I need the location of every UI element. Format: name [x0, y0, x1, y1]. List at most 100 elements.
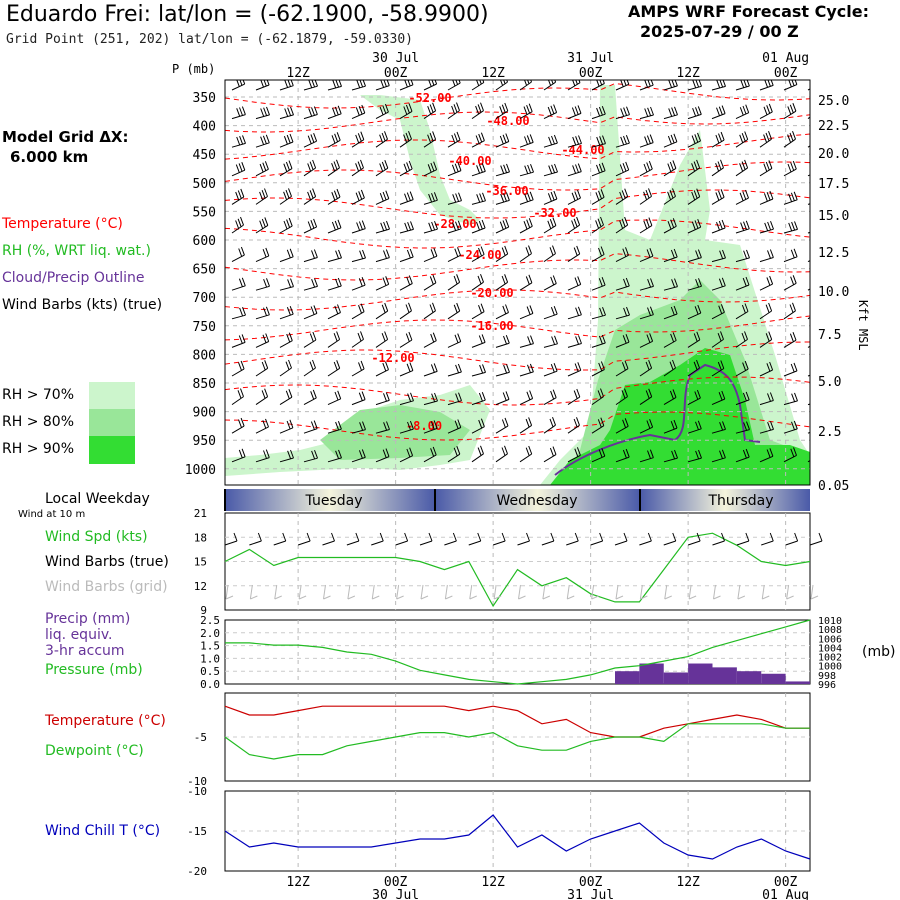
wind-barb-flag	[286, 307, 291, 316]
wind-barb-flag	[695, 279, 700, 288]
wind-barb-flag	[573, 390, 578, 399]
chill-tick: -10	[187, 785, 207, 798]
wind-barb-grid-flag	[762, 595, 770, 600]
wind-barb-flag	[259, 220, 264, 229]
wind-barb-flag	[478, 133, 483, 143]
wind-barb-flag	[791, 221, 796, 231]
wind-barb	[471, 371, 486, 377]
wind-barb-flag	[575, 136, 580, 145]
wind-barb-flag	[314, 450, 318, 459]
wind-barb-flag	[405, 333, 410, 342]
wind-barb-flag	[815, 163, 818, 171]
temperature-contour-label: -24.00	[458, 248, 501, 262]
wind-barb-flag	[358, 362, 362, 371]
wind-barb-flag	[526, 135, 531, 144]
wind-barb	[471, 200, 486, 205]
wind-barb-flag	[674, 106, 678, 115]
wind-barb-flag	[358, 305, 362, 314]
wind-barb	[735, 311, 749, 320]
time-tick-top: 12Z	[286, 66, 310, 81]
wind-barb	[447, 341, 461, 348]
wind-barb-flag	[526, 391, 531, 400]
wind-barb	[687, 226, 701, 234]
wind-barb-grid	[810, 584, 814, 600]
wind-barb	[711, 257, 726, 263]
wind-barb	[375, 111, 389, 120]
wind-barb-flag	[335, 450, 340, 459]
wind-barb	[711, 338, 724, 348]
wind-barb-flag	[693, 190, 698, 199]
wind-barb-flag	[501, 104, 506, 113]
wind-barb-flag	[410, 80, 414, 85]
wind-barb	[351, 399, 366, 406]
wind-barb	[639, 340, 653, 348]
wind-barb-flag	[525, 247, 530, 256]
wind-barb	[303, 257, 318, 263]
wind-barb	[255, 457, 270, 463]
wind-barb-grid	[518, 584, 521, 600]
precip-bar	[663, 672, 689, 684]
wind-barb	[783, 370, 798, 377]
wind-barb-flag	[622, 163, 627, 172]
wind-barb	[495, 253, 508, 263]
wind-barb-flag	[697, 304, 702, 314]
wind-barb-flag	[818, 162, 821, 170]
wind-barb-flag	[744, 331, 748, 340]
wind-barb	[543, 112, 557, 120]
wind-barb-flag	[336, 360, 341, 369]
wind-barb-flag	[408, 331, 413, 341]
wind-barb-flag	[523, 221, 528, 230]
wind-barb-flag	[530, 164, 534, 173]
wind-barb	[303, 140, 317, 148]
wind-barb	[279, 286, 294, 291]
wind-barb-flag	[237, 218, 242, 227]
wind-barb-true-flag	[355, 532, 360, 542]
wind-barb	[399, 283, 413, 291]
wind-barb	[519, 81, 532, 91]
wind-barb	[231, 285, 246, 291]
wind-spd-label: Wind Spd (kts)	[45, 529, 148, 545]
wind-barb-flag	[573, 247, 578, 256]
wind-barb-flag	[718, 106, 723, 115]
wind-barb	[375, 228, 390, 234]
wind-barb-flag	[790, 249, 795, 258]
wind-barb-flag	[455, 393, 460, 402]
wind-barb-flag	[649, 248, 654, 257]
wind-barb-flag	[503, 164, 508, 173]
wind-barb-flag	[574, 106, 579, 115]
wind-barb-flag	[552, 275, 557, 284]
wind-barb-flag	[645, 189, 650, 199]
wind-barb-flag	[429, 276, 434, 285]
wind-barb-flag	[355, 107, 360, 116]
wind-barb	[255, 314, 270, 320]
wind-barb	[567, 369, 582, 377]
wind-barb-flag	[763, 106, 768, 115]
wind-barb-flag	[313, 249, 318, 258]
model-grid-label: Model Grid ΔX:	[2, 128, 129, 146]
wind-barb-flag	[432, 332, 437, 341]
wind-barb-flag	[263, 450, 267, 459]
wind-barb	[543, 313, 558, 320]
wind-barb-flag	[384, 160, 389, 169]
wind-barb-flag	[337, 421, 342, 430]
wind-barb-grid-flag	[664, 595, 672, 600]
wind-barb-flag	[236, 80, 240, 87]
wind-barb-flag	[361, 104, 366, 114]
wind-barb-flag	[694, 220, 699, 229]
wind-barb-flag	[405, 104, 410, 114]
wind-barb-flag	[696, 159, 701, 169]
wind-barb-flag	[672, 389, 677, 398]
wind-barb	[519, 171, 534, 177]
wind-barb-flag	[525, 447, 530, 456]
wind-barb-flag	[360, 360, 365, 370]
wind-barb-flag	[409, 362, 414, 371]
wind-barb	[567, 143, 582, 148]
wind-barb-flag	[719, 422, 724, 431]
wind-barb-true	[273, 540, 286, 546]
wind-barb-flag	[480, 418, 485, 427]
wind-barb-flag	[598, 190, 602, 199]
wind-barb-flag	[643, 220, 648, 229]
wind-barb-true-flag	[574, 532, 579, 542]
wind-barb	[519, 343, 534, 348]
wind-barb-flag	[692, 108, 697, 117]
